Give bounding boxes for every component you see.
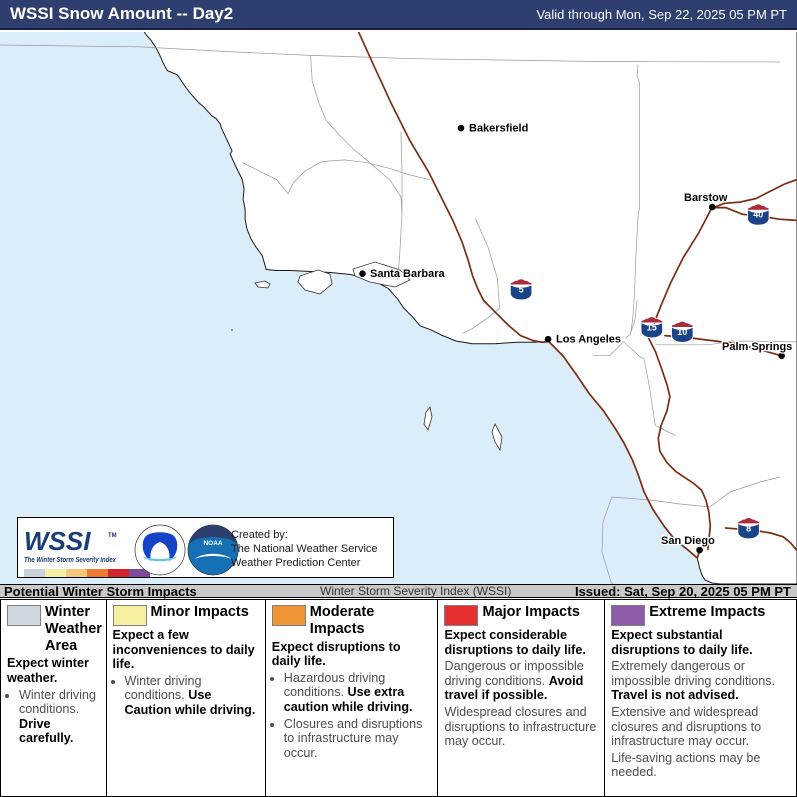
svg-text:5: 5 bbox=[519, 285, 524, 295]
svg-text:San Diego: San Diego bbox=[661, 535, 715, 547]
svg-text:Barstow: Barstow bbox=[684, 192, 728, 204]
svg-text:Weather Prediction Center: Weather Prediction Center bbox=[231, 557, 361, 569]
svg-text:The National Weather Service: The National Weather Service bbox=[231, 543, 378, 555]
svg-text:Created by:: Created by: bbox=[231, 529, 288, 541]
svg-text:10: 10 bbox=[677, 327, 687, 337]
svg-text:8: 8 bbox=[746, 523, 751, 533]
svg-text:The Winter Storm Severity Inde: The Winter Storm Severity Index bbox=[24, 555, 117, 564]
svg-text:Santa Barbara: Santa Barbara bbox=[370, 268, 445, 280]
svg-text:40: 40 bbox=[753, 210, 763, 220]
svg-text:Bakersfield: Bakersfield bbox=[469, 123, 528, 135]
svg-text:WSSI: WSSI bbox=[24, 526, 91, 556]
svg-text:TM: TM bbox=[108, 533, 117, 539]
svg-text:Los Angeles: Los Angeles bbox=[556, 334, 621, 346]
svg-text:15: 15 bbox=[647, 322, 657, 332]
svg-text:Palm Springs: Palm Springs bbox=[722, 341, 792, 353]
svg-text:NOAA: NOAA bbox=[203, 540, 222, 547]
